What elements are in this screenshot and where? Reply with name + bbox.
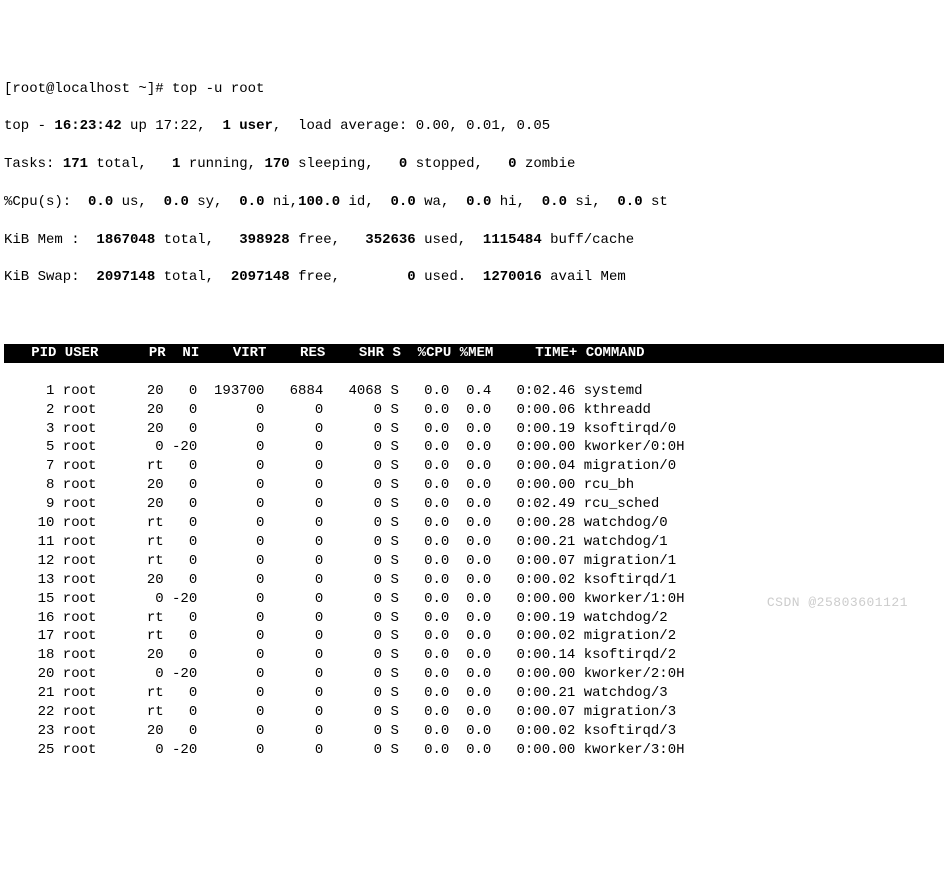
process-row: 11 root rt 0 0 0 0 S 0.0 0.0 0:00.21 wat… bbox=[4, 533, 944, 552]
process-row: 10 root rt 0 0 0 0 S 0.0 0.0 0:00.28 wat… bbox=[4, 514, 944, 533]
process-row: 22 root rt 0 0 0 0 S 0.0 0.0 0:00.07 mig… bbox=[4, 703, 944, 722]
process-row: 2 root 20 0 0 0 0 S 0.0 0.0 0:00.06 kthr… bbox=[4, 401, 944, 420]
top-summary-mem: KiB Mem : 1867048 total, 398928 free, 35… bbox=[4, 231, 944, 250]
user-count: 1 user bbox=[222, 118, 272, 134]
process-row: 18 root 20 0 0 0 0 S 0.0 0.0 0:00.14 kso… bbox=[4, 646, 944, 665]
top-summary-swap: KiB Swap: 2097148 total, 2097148 free, 0… bbox=[4, 268, 944, 287]
current-time: 16:23:42 bbox=[54, 118, 121, 134]
process-row: 8 root 20 0 0 0 0 S 0.0 0.0 0:00.00 rcu_… bbox=[4, 476, 944, 495]
shell-prompt: [root@localhost ~]# bbox=[4, 81, 172, 97]
process-row: 21 root rt 0 0 0 0 S 0.0 0.0 0:00.21 wat… bbox=[4, 684, 944, 703]
blank-line bbox=[4, 306, 944, 325]
process-row: 5 root 0 -20 0 0 0 S 0.0 0.0 0:00.00 kwo… bbox=[4, 438, 944, 457]
process-row: 23 root 20 0 0 0 0 S 0.0 0.0 0:00.02 kso… bbox=[4, 722, 944, 741]
command-line: [root@localhost ~]# top -u root bbox=[4, 80, 944, 99]
process-table-header: PID USER PR NI VIRT RES SHR S %CPU %MEM … bbox=[4, 344, 944, 363]
process-row: 12 root rt 0 0 0 0 S 0.0 0.0 0:00.07 mig… bbox=[4, 552, 944, 571]
process-row: 3 root 20 0 0 0 0 S 0.0 0.0 0:00.19 ksof… bbox=[4, 420, 944, 439]
watermark-text: CSDN @25803601121 bbox=[767, 594, 908, 612]
process-row: 7 root rt 0 0 0 0 S 0.0 0.0 0:00.04 migr… bbox=[4, 457, 944, 476]
top-summary-line-1: top - 16:23:42 up 17:22, 1 user, load av… bbox=[4, 117, 944, 136]
top-summary-cpu: %Cpu(s): 0.0 us, 0.0 sy, 0.0 ni,100.0 id… bbox=[4, 193, 944, 212]
process-row: 9 root 20 0 0 0 0 S 0.0 0.0 0:02.49 rcu_… bbox=[4, 495, 944, 514]
process-row: 13 root 20 0 0 0 0 S 0.0 0.0 0:00.02 kso… bbox=[4, 571, 944, 590]
top-summary-tasks: Tasks: 171 total, 1 running, 170 sleepin… bbox=[4, 155, 944, 174]
process-row: 1 root 20 0 193700 6884 4068 S 0.0 0.4 0… bbox=[4, 382, 944, 401]
process-row: 25 root 0 -20 0 0 0 S 0.0 0.0 0:00.00 kw… bbox=[4, 741, 944, 760]
process-row: 20 root 0 -20 0 0 0 S 0.0 0.0 0:00.00 kw… bbox=[4, 665, 944, 684]
typed-command: top -u root bbox=[172, 81, 264, 97]
process-row: 17 root rt 0 0 0 0 S 0.0 0.0 0:00.02 mig… bbox=[4, 627, 944, 646]
process-table-body: 1 root 20 0 193700 6884 4068 S 0.0 0.4 0… bbox=[4, 382, 944, 760]
